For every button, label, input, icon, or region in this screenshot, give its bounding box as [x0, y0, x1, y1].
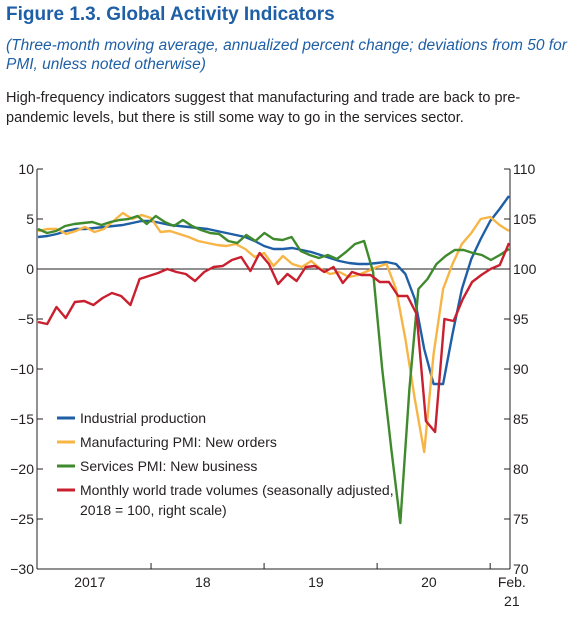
chart: 1050−5−10−15−20−25−301101051009590858075… — [10, 161, 536, 609]
chart-legend: Industrial production Manufacturing PMI: … — [57, 410, 394, 518]
x-tick-label: 19 — [308, 574, 324, 590]
figure-title: Figure 1.3. Global Activity Indicators — [6, 4, 335, 25]
legend-label: Manufacturing PMI: New orders — [80, 434, 277, 450]
right-tick-label: 80 — [513, 461, 529, 477]
left-tick-label: 5 — [26, 211, 34, 227]
x-tick-label: 21 — [504, 593, 520, 609]
right-tick-label: 75 — [513, 511, 529, 527]
series-line-monthly-world-trade — [37, 242, 511, 434]
chart-axes: 1050−5−10−15−20−25−301101051009590858075… — [10, 161, 536, 609]
series-line-services-pmi-new — [37, 214, 510, 525]
right-tick-label: 85 — [513, 411, 529, 427]
right-tick-label: 100 — [513, 261, 537, 277]
left-tick-label: −20 — [10, 461, 34, 477]
left-tick-label: −5 — [18, 311, 34, 327]
series-line-manufacturing-pmi-new — [37, 211, 510, 454]
series-line-industrial-production — [37, 195, 510, 386]
left-tick-label: 0 — [26, 261, 34, 277]
right-tick-label: 95 — [513, 311, 529, 327]
right-tick-label: 110 — [513, 161, 536, 177]
right-tick-label: 90 — [513, 361, 529, 377]
legend-label: Monthly world trade volumes (seasonally … — [80, 482, 394, 498]
x-tick-label: 18 — [195, 574, 211, 590]
legend-label: 2018 = 100, right scale) — [80, 502, 227, 518]
left-tick-label: −25 — [10, 511, 34, 527]
left-tick-label: −15 — [10, 411, 34, 427]
x-tick-label: 2017 — [74, 574, 105, 590]
x-tick-label: 20 — [421, 574, 437, 590]
left-tick-label: −10 — [10, 361, 34, 377]
left-tick-label: −30 — [10, 561, 34, 577]
figure-subtitle: (Three-month moving average, annualized … — [6, 37, 567, 73]
x-tick-label: Feb. — [498, 574, 526, 590]
right-tick-label: 70 — [513, 561, 529, 577]
figure-caption: High-frequency indicators suggest that m… — [6, 90, 521, 126]
left-tick-label: 10 — [18, 161, 34, 177]
right-tick-label: 105 — [513, 211, 537, 227]
legend-label: Industrial production — [80, 410, 206, 426]
chart-series-lines — [37, 195, 511, 525]
legend-label: Services PMI: New business — [80, 458, 257, 474]
